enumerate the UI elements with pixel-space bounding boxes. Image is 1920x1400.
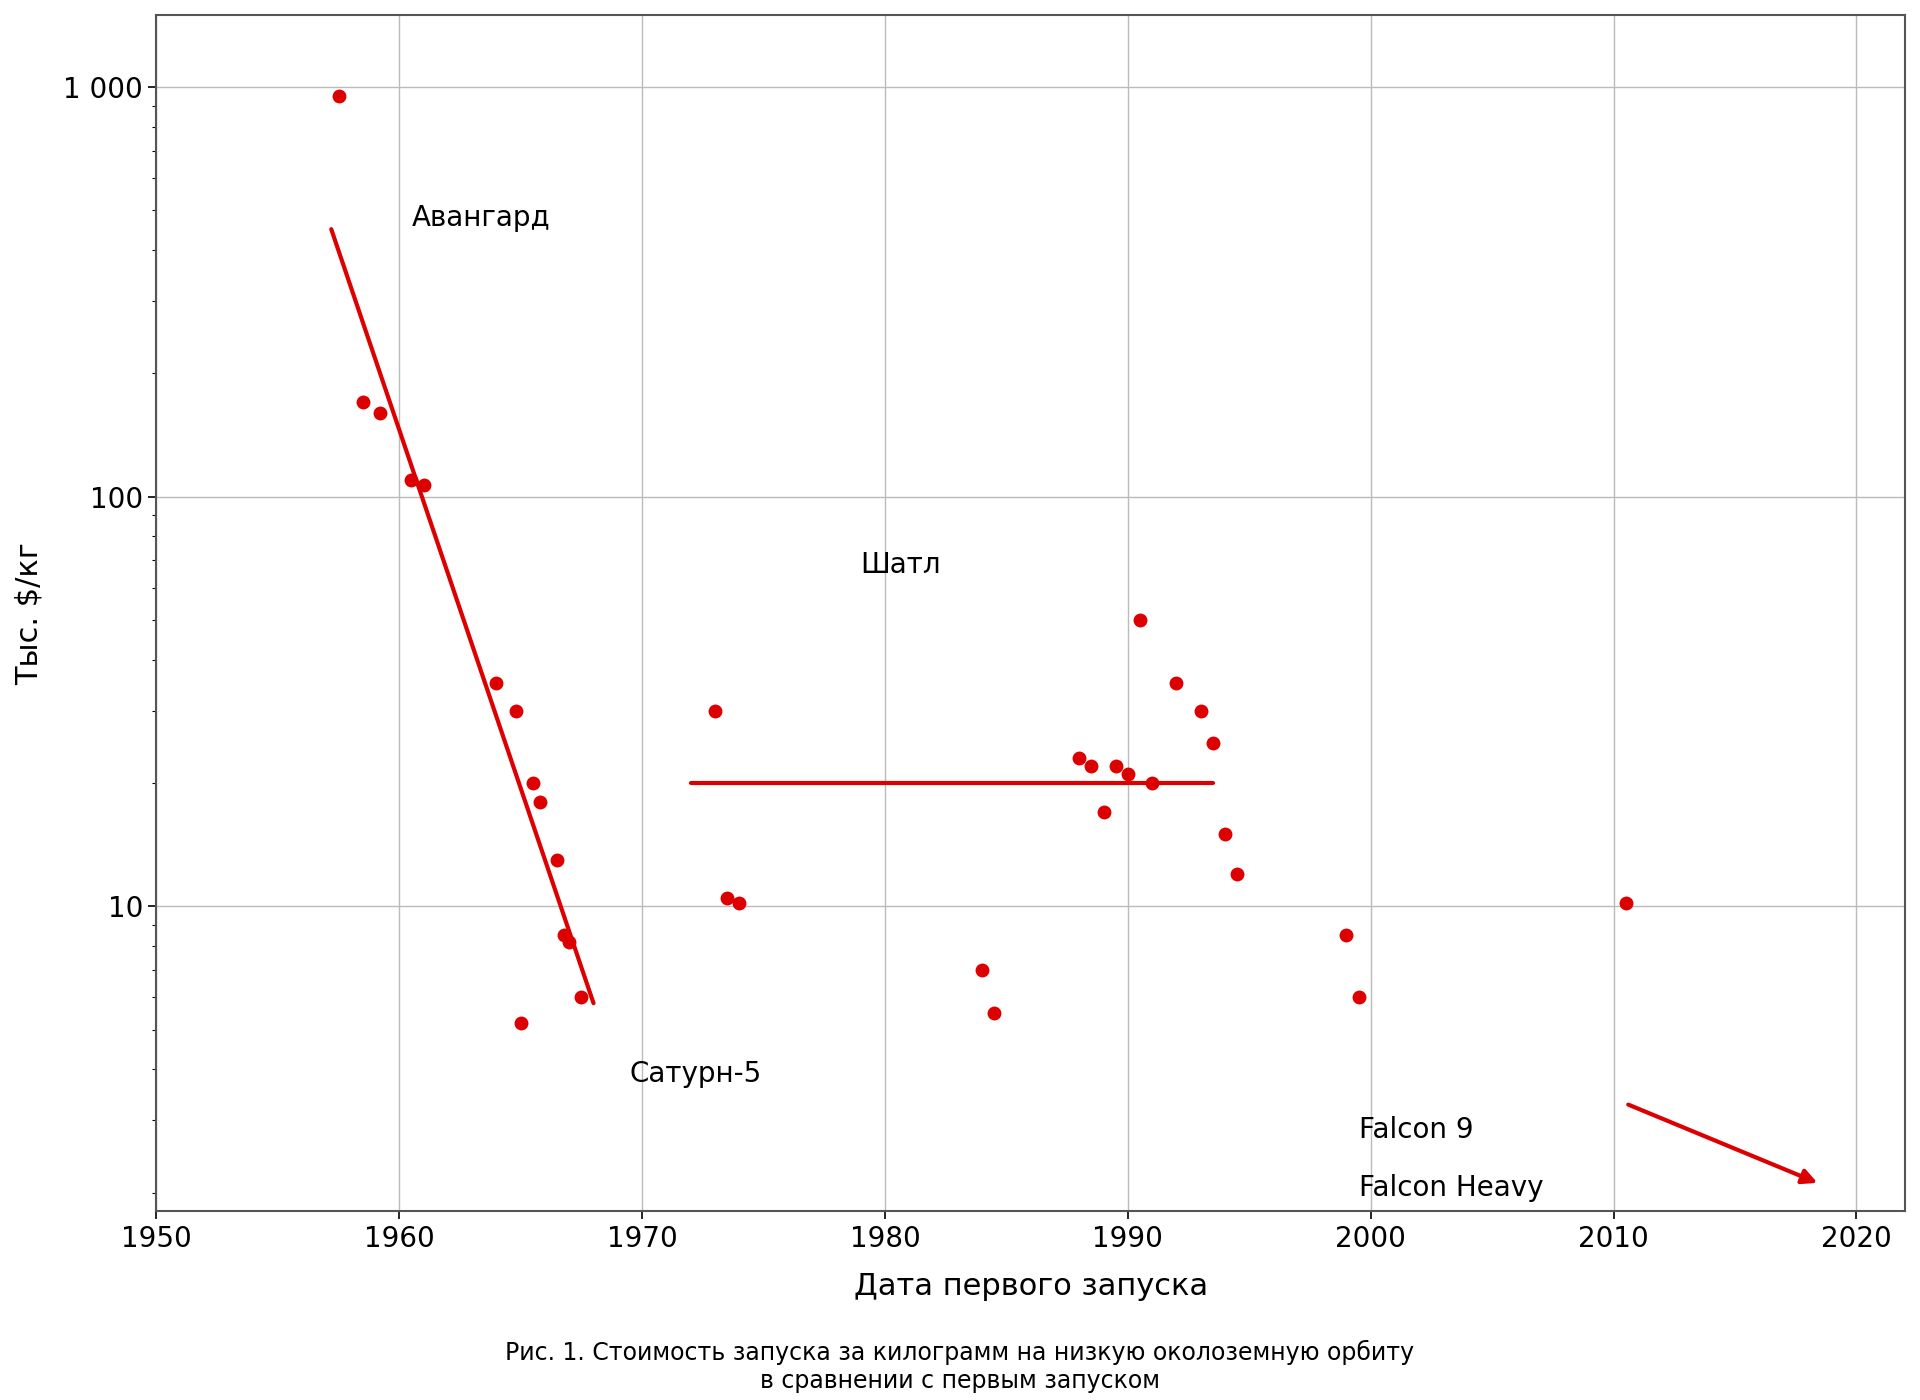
Point	[1162, 672, 1192, 694]
Point	[501, 700, 532, 722]
Point	[1198, 732, 1229, 755]
Point	[979, 1001, 1010, 1023]
Point	[566, 986, 597, 1008]
Point	[1112, 763, 1142, 785]
Point	[482, 672, 513, 694]
Point	[724, 892, 755, 914]
Y-axis label: Тыс. $/кг: Тыс. $/кг	[15, 542, 44, 685]
X-axis label: Дата первого запуска: Дата первого запуска	[854, 1273, 1208, 1301]
Text: Рис. 1. Стоимость запуска за килограмм на низкую околоземную орбиту
в сравнении : Рис. 1. Стоимость запуска за килограмм н…	[505, 1340, 1415, 1393]
Point	[1185, 700, 1215, 722]
Point	[541, 848, 572, 871]
Point	[1075, 755, 1106, 777]
Text: Сатурн-5: Сатурн-5	[630, 1060, 762, 1088]
Text: Шатл: Шатл	[860, 552, 941, 580]
Point	[1125, 609, 1156, 631]
Point	[365, 402, 396, 424]
Text: Авангард: Авангард	[411, 203, 551, 231]
Point	[553, 931, 584, 953]
Point	[323, 85, 353, 108]
Point	[549, 924, 580, 946]
Point	[524, 791, 555, 813]
Point	[968, 959, 998, 981]
Point	[1064, 748, 1094, 770]
Point	[348, 391, 378, 413]
Point	[1221, 862, 1252, 885]
Point	[409, 473, 440, 496]
Point	[518, 771, 549, 794]
Point	[1089, 801, 1119, 823]
Point	[1100, 755, 1131, 777]
Text: Falcon Heavy: Falcon Heavy	[1359, 1175, 1544, 1203]
Point	[699, 700, 730, 722]
Point	[1331, 924, 1361, 946]
Point	[1137, 771, 1167, 794]
Point	[1611, 892, 1642, 914]
Point	[505, 1011, 536, 1033]
Point	[1344, 986, 1375, 1008]
Text: Falcon 9: Falcon 9	[1359, 1116, 1473, 1144]
Point	[1210, 823, 1240, 846]
Point	[396, 469, 426, 491]
Point	[712, 886, 743, 909]
